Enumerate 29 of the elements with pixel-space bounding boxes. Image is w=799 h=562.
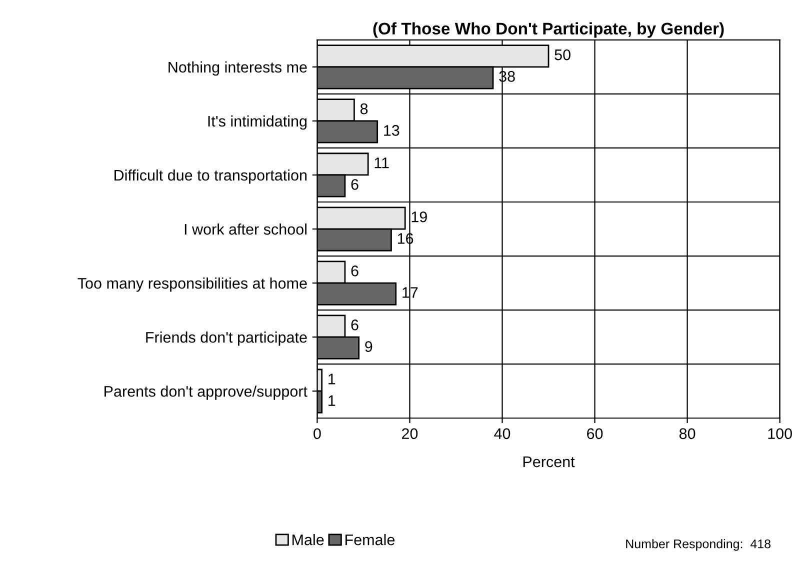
chart-title: (Of Those Who Don't Participate, by Gender) xyxy=(373,22,724,38)
x-tick-label: 40 xyxy=(494,428,510,440)
y-tick-label: Difficult due to transportation xyxy=(114,169,307,184)
y-tick-label: Too many responsibilities at home xyxy=(78,278,307,292)
legend-label: Male xyxy=(292,534,324,546)
text: Number Responding: 418 xyxy=(626,539,770,551)
x-tick-label: 0 xyxy=(314,428,321,440)
data-label: 6 xyxy=(351,179,358,190)
x-tick-label: 20 xyxy=(402,428,418,440)
data-label: 1 xyxy=(328,395,336,406)
data-label: 13 xyxy=(384,125,400,136)
data-label: 6 xyxy=(351,320,358,330)
data-label: 19 xyxy=(412,211,427,222)
data-label: 11 xyxy=(374,158,389,168)
x-tick-label: 80 xyxy=(679,428,696,440)
y-tick-label: Friends don't participate xyxy=(146,332,307,346)
y-tick-label: I work after school xyxy=(184,223,306,235)
x-tick-label: 100 xyxy=(768,428,792,440)
data-label: 1 xyxy=(328,374,336,384)
y-tick-label: Nothing interests me xyxy=(168,61,307,76)
data-label: 50 xyxy=(554,49,570,60)
x-axis-title: Percent xyxy=(523,456,575,468)
y-tick-label: It's intimidating xyxy=(208,115,306,130)
x-tick-label: 60 xyxy=(587,428,603,440)
legend-label: Female xyxy=(345,534,394,546)
y-tick-label: Parents don't approve/support xyxy=(104,386,308,400)
data-label: 9 xyxy=(365,341,372,352)
data-label: 8 xyxy=(360,103,368,114)
data-label: 6 xyxy=(351,266,358,276)
